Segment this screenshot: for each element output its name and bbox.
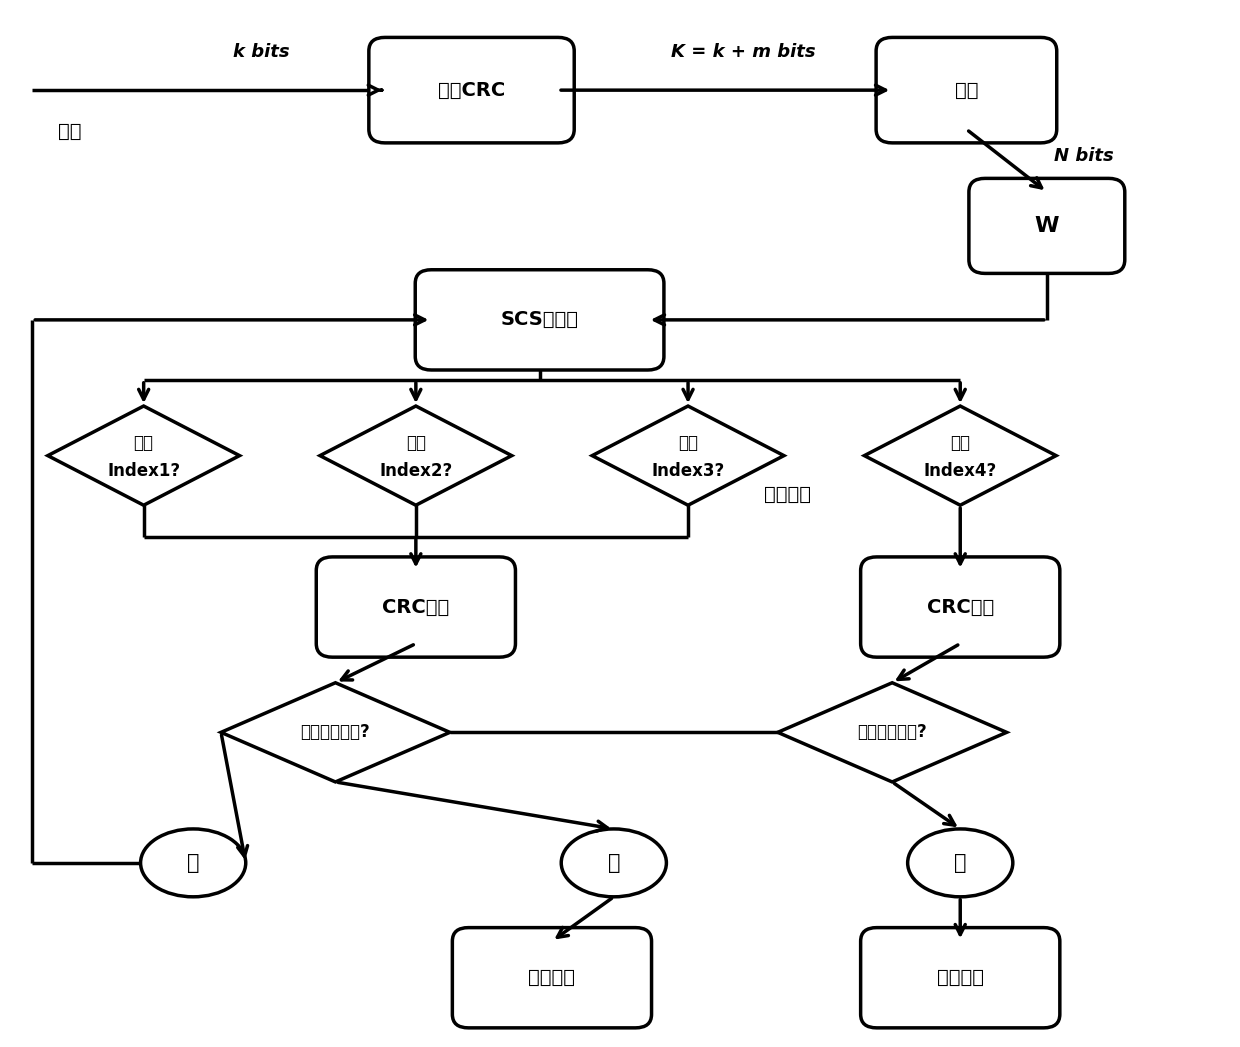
Text: Index2?: Index2? [379, 463, 453, 481]
FancyBboxPatch shape [316, 557, 516, 658]
Text: Index3?: Index3? [651, 463, 724, 481]
Text: 检查结果: 检查结果 [764, 485, 811, 504]
Text: 到达: 到达 [950, 435, 970, 452]
Text: 到达: 到达 [134, 435, 154, 452]
Text: CRC校验: CRC校验 [926, 598, 994, 617]
Polygon shape [593, 406, 784, 506]
Text: 编码: 编码 [955, 81, 978, 99]
Text: 是: 是 [187, 853, 200, 873]
Text: 译码失败: 译码失败 [528, 968, 575, 987]
Text: 到达: 到达 [678, 435, 698, 452]
Text: 到达: 到达 [405, 435, 425, 452]
Ellipse shape [908, 829, 1013, 897]
Text: 是: 是 [954, 853, 966, 873]
Polygon shape [777, 683, 1007, 782]
FancyBboxPatch shape [368, 38, 574, 142]
FancyBboxPatch shape [415, 270, 663, 370]
FancyBboxPatch shape [968, 178, 1125, 273]
Text: 否: 否 [608, 853, 620, 873]
Text: 至少通过一个?: 至少通过一个? [300, 723, 371, 741]
Polygon shape [221, 683, 450, 782]
Text: 添加CRC: 添加CRC [438, 81, 505, 99]
Ellipse shape [562, 829, 666, 897]
Text: 译码结束: 译码结束 [936, 968, 983, 987]
FancyBboxPatch shape [861, 928, 1060, 1028]
Text: Index4?: Index4? [924, 463, 997, 481]
FancyBboxPatch shape [861, 557, 1060, 658]
FancyBboxPatch shape [877, 38, 1056, 142]
FancyBboxPatch shape [453, 928, 651, 1028]
Text: SCS译码器: SCS译码器 [501, 310, 579, 330]
Text: 输入: 输入 [58, 122, 81, 141]
Text: 至少通过一个?: 至少通过一个? [857, 723, 928, 741]
Text: Index1?: Index1? [107, 463, 180, 481]
Polygon shape [48, 406, 239, 506]
Text: N bits: N bits [1054, 147, 1114, 165]
Text: k bits: k bits [233, 43, 289, 61]
Polygon shape [864, 406, 1056, 506]
Polygon shape [320, 406, 512, 506]
Text: W: W [1034, 216, 1059, 236]
Text: K = k + m bits: K = k + m bits [671, 43, 816, 61]
Text: CRC校验: CRC校验 [382, 598, 449, 617]
Ellipse shape [140, 829, 246, 897]
